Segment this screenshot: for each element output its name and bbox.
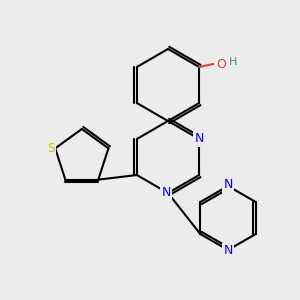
Text: N: N: [223, 178, 233, 191]
Text: S: S: [47, 142, 55, 155]
Text: O: O: [216, 58, 226, 70]
Text: H: H: [229, 57, 237, 67]
Text: N: N: [194, 133, 204, 146]
Text: N: N: [161, 187, 171, 200]
Text: N: N: [223, 244, 233, 257]
